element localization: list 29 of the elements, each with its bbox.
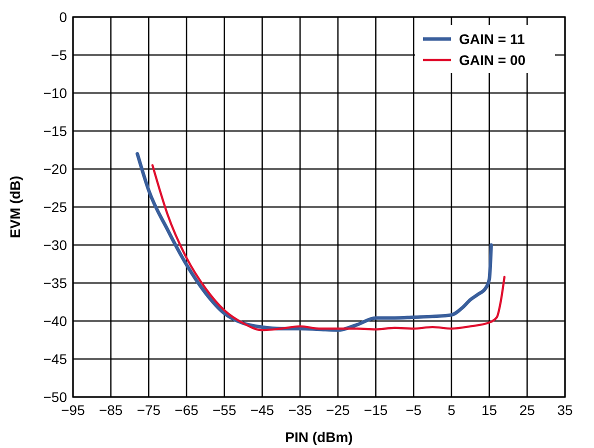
y-tick-label: −10: [43, 85, 68, 101]
x-tick-label: −75: [136, 402, 161, 418]
x-tick-label: −65: [174, 402, 199, 418]
x-tick-label: −35: [288, 402, 312, 418]
x-tick-label: −85: [98, 402, 123, 418]
x-tick-label: 25: [519, 402, 536, 418]
x-tick-label: 15: [482, 402, 498, 418]
y-tick-label: −25: [43, 199, 68, 215]
legend-label: GAIN = 00: [459, 52, 526, 68]
y-axis-title: EVM (dB): [7, 176, 23, 238]
x-tick-label: −5: [406, 402, 422, 418]
y-tick-label: −35: [43, 275, 68, 291]
x-tick-label: −55: [212, 402, 236, 418]
x-tick-label: 35: [557, 402, 573, 418]
y-tick-label: −5: [51, 47, 68, 63]
y-tick-label: −15: [43, 123, 68, 139]
x-tick-label: −15: [364, 402, 388, 418]
y-tick-label: 0: [59, 9, 68, 25]
x-tick-label: −25: [326, 402, 350, 418]
x-tick-label: −45: [250, 402, 274, 418]
legend-label: GAIN = 11: [459, 31, 525, 47]
y-tick-label: −50: [43, 389, 68, 405]
x-axis-title: PIN (dBm): [285, 429, 353, 445]
x-tick-label: 5: [448, 402, 456, 418]
y-tick-label: −40: [43, 313, 68, 329]
x-tick-label: −95: [61, 402, 86, 418]
y-tick-label: −45: [43, 351, 68, 367]
y-tick-label: −30: [43, 237, 68, 253]
y-tick-label: −20: [43, 161, 68, 177]
